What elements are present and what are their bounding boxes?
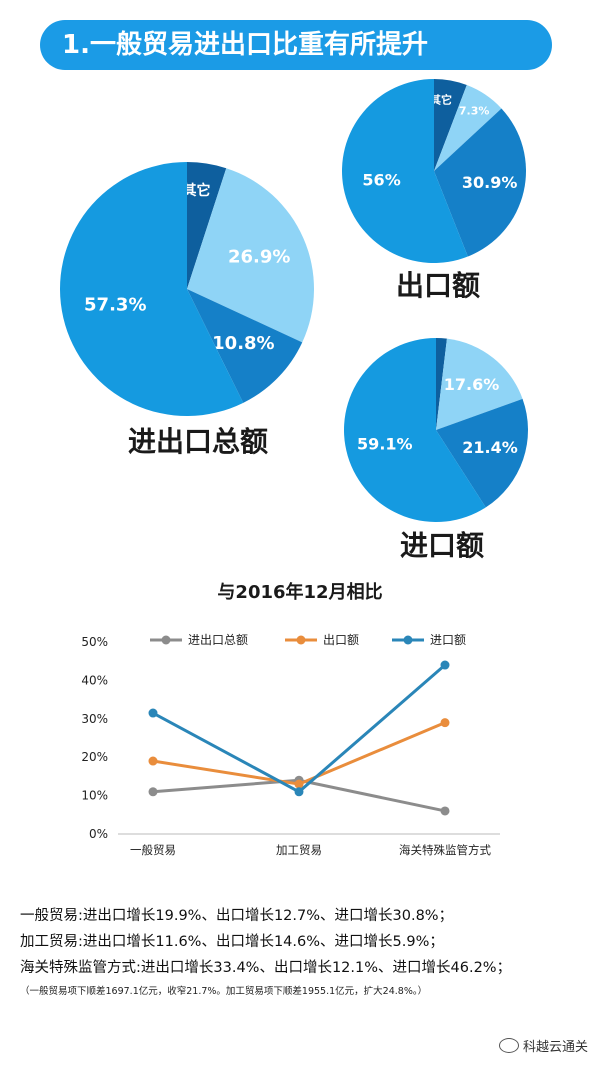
line-chart: 0% 10% 20% 30% 40% 50% 一般贸易 加工贸易 海关特殊监管方式 进出口总额 出口… — [81, 633, 500, 857]
pie-caption-total: 进出口总额 — [128, 425, 269, 458]
note-processing-trade: 加工贸易:进出口增长11.6%、出口增长14.6%、进口增长5.9%； — [20, 934, 444, 950]
pie-slice-label: 10.8% — [212, 333, 274, 354]
notes-block: 一般贸易:进出口增长19.9%、出口增长12.7%、进口增长30.8%； 加工贸… — [20, 903, 590, 1003]
note-general-trade: 一般贸易:进出口增长19.9%、出口增长12.7%、进口增长30.8%； — [20, 908, 454, 924]
pie-slice — [344, 338, 486, 522]
wechat-icon — [498, 1038, 519, 1053]
y-tick-label: 30% — [81, 712, 108, 726]
x-tick-label: 加工贸易 — [276, 843, 322, 857]
pie-slice-label: 59.1% — [357, 435, 413, 454]
data-point — [148, 787, 158, 797]
pie-slice — [434, 85, 502, 171]
pie-slice — [59, 162, 244, 416]
footer-brand: 科越云通关 — [498, 1036, 588, 1055]
pie-slice-label: 56% — [362, 170, 400, 189]
line-chart-title: 与2016年12月相比 — [217, 582, 383, 603]
series-line — [152, 663, 446, 794]
pie-chart-export: 其它 7.3% 30.9% 56% — [342, 79, 526, 263]
data-point — [294, 779, 304, 789]
pie-chart-total: 其它 26.9% 10.8% 57.3% — [59, 162, 314, 416]
series-line — [152, 721, 446, 786]
legend-marker — [296, 635, 306, 645]
pie-slice — [434, 108, 526, 257]
pie-slice — [187, 289, 303, 403]
pie-slice — [187, 162, 227, 289]
pie-slice — [187, 168, 314, 343]
y-tick-label: 50% — [81, 635, 108, 649]
data-point — [440, 806, 450, 816]
pie-slice — [436, 338, 447, 430]
pie-caption-export: 出口额 — [396, 269, 481, 302]
pie-chart-import: 17.6% 21.4% 59.1% — [344, 338, 528, 522]
x-tick-label: 一般贸易 — [130, 843, 176, 857]
pie-slice-label: 57.3% — [84, 295, 146, 316]
y-tick-label: 0% — [89, 827, 108, 841]
legend-marker — [403, 635, 413, 645]
data-point — [148, 708, 158, 718]
pie-slice-label: 7.3% — [459, 105, 490, 118]
pie-slice-label: 其它 — [430, 92, 452, 106]
y-tick-label: 10% — [81, 789, 108, 803]
pie-slice — [342, 79, 468, 263]
legend-label: 进出口总额 — [188, 633, 248, 647]
data-point — [440, 660, 450, 670]
y-tick-label: 20% — [81, 750, 108, 764]
legend-label: 进口额 — [430, 633, 466, 647]
legend-label: 出口额 — [323, 633, 359, 647]
y-tick-label: 40% — [81, 673, 108, 687]
footer-brand-name: 科越云通关 — [522, 1040, 588, 1055]
pie-slice — [436, 338, 523, 430]
pie-slice-label: 26.9% — [228, 247, 290, 268]
pie-slice — [434, 79, 467, 171]
x-tick-label: 海关特殊监管方式 — [399, 843, 491, 857]
pie-slice — [436, 398, 528, 508]
section-title: 1.一般贸易进出口比重有所提升 — [40, 20, 552, 70]
note-special-supervision: 海关特殊监管方式:进出口增长33.4%、出口增长12.1%、进口增长46.2%； — [20, 960, 512, 976]
pie-slice-label: 17.6% — [444, 375, 500, 394]
data-point — [440, 718, 450, 728]
pie-slice-label: 30.9% — [462, 173, 518, 192]
data-point — [294, 787, 304, 797]
pie-caption-import: 进口额 — [400, 529, 485, 562]
data-point — [148, 756, 158, 766]
pie-slice-label: 21.4% — [462, 438, 518, 457]
pie-slice-label: 其它 — [182, 182, 210, 199]
legend-marker — [161, 635, 171, 645]
footnote: （一般贸易项下顺差1697.1亿元，收窄21.7%。加工贸易项下顺差1955.1… — [20, 986, 428, 997]
